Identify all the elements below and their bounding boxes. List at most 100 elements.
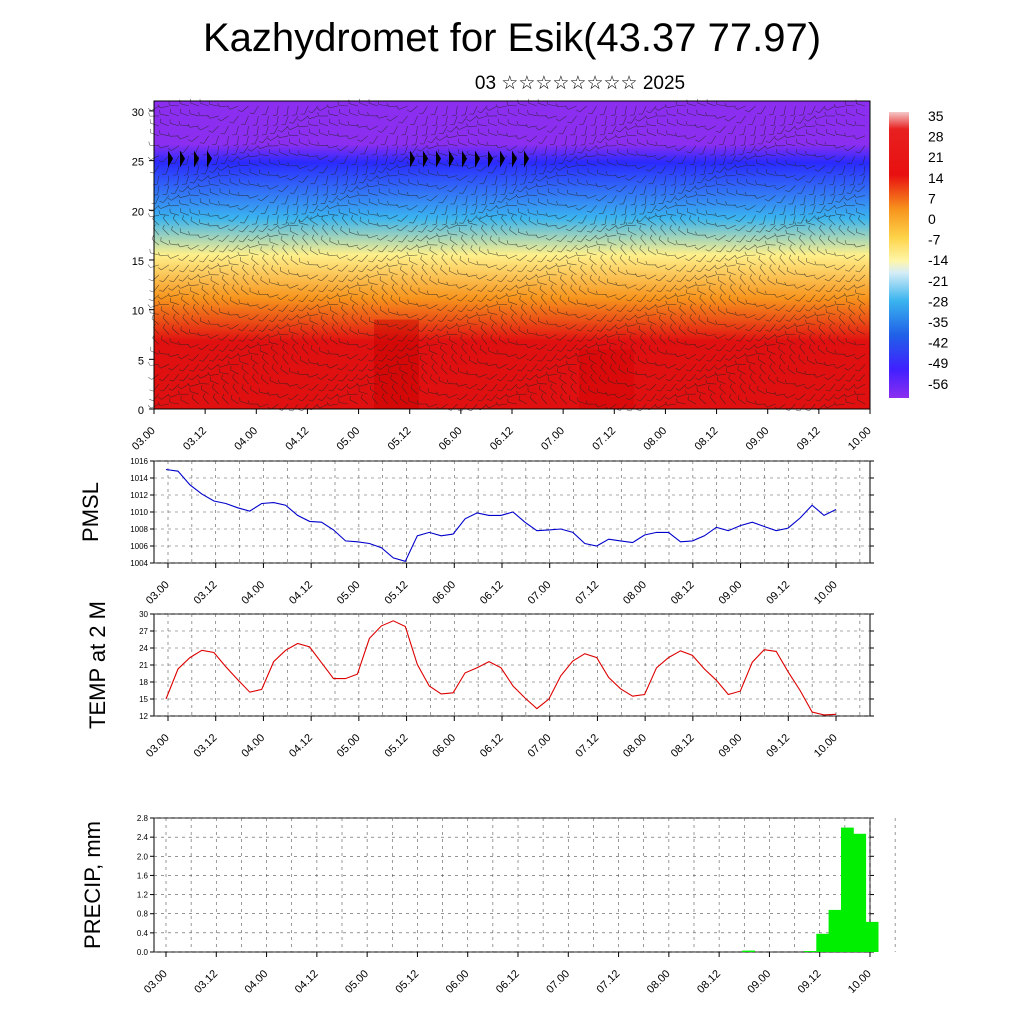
wind-barb-flag <box>724 103 728 107</box>
wind-barb <box>750 145 756 154</box>
wind-barb <box>411 234 418 243</box>
wind-barb <box>550 396 557 405</box>
wind-barb-flag <box>760 134 765 136</box>
wind-barb <box>600 367 607 375</box>
wind-barb-flag <box>764 290 767 295</box>
wind-barb <box>587 353 597 355</box>
wind-barb <box>209 115 219 119</box>
wind-barb <box>820 205 826 214</box>
wind-barb-flag <box>197 183 201 187</box>
wind-barb-flag <box>745 329 750 332</box>
wind-barb-flag <box>241 384 244 389</box>
wind-barb-flag <box>421 264 425 268</box>
wind-barb-flag <box>200 385 203 390</box>
wind-barb-flag <box>736 240 741 243</box>
wind-barb-flag <box>150 172 155 174</box>
wind-barb <box>687 330 697 335</box>
wind-barb-flag <box>725 239 730 242</box>
wind-barb <box>210 380 219 385</box>
wind-barb <box>498 254 508 257</box>
wind-barb-flag <box>744 251 747 256</box>
wind-barb <box>269 334 279 338</box>
wind-barb-flag <box>223 144 228 146</box>
wind-barb <box>594 125 597 135</box>
wind-barb-flag <box>147 405 152 409</box>
wind-barb <box>700 364 707 372</box>
wind-barb-flag <box>580 264 583 269</box>
wind-barb-flag <box>356 344 360 348</box>
wind-barb <box>740 115 746 124</box>
wind-barb <box>350 254 359 261</box>
wind-barb-flag <box>347 258 351 261</box>
wind-barb <box>160 145 169 149</box>
wind-barb-flag <box>526 231 529 236</box>
wind-barb <box>221 378 229 385</box>
wind-barb-flag <box>346 194 350 198</box>
wind-barb-flag <box>505 353 509 357</box>
wind-barb-flag <box>745 161 747 166</box>
wind-barb <box>239 400 249 405</box>
wind-barb-flag <box>724 118 729 122</box>
wind-barb-flag <box>257 290 260 295</box>
wind-barb <box>518 330 528 335</box>
wind-barb <box>789 347 796 355</box>
wind-barb <box>379 192 388 196</box>
wind-barb-flag <box>527 260 531 262</box>
wind-barb <box>250 389 259 395</box>
wind-barb <box>856 195 866 198</box>
wind-barb <box>428 145 438 149</box>
wind-barb-flag <box>298 399 303 402</box>
x-tick-label: 10.00 <box>812 732 840 760</box>
wind-barb-flag <box>746 151 751 154</box>
wind-barb <box>747 260 756 266</box>
wind-barb-flag <box>715 130 720 133</box>
wind-barb-flag <box>167 132 171 137</box>
wind-barb <box>410 344 418 351</box>
wind-barb-flag <box>716 171 721 173</box>
wind-barb-flag <box>258 150 260 155</box>
wind-barb <box>796 125 806 130</box>
wind-barb-flag <box>467 300 472 302</box>
wind-barb <box>242 334 249 342</box>
wind-barb <box>163 218 170 226</box>
wind-barb <box>847 145 856 152</box>
wind-barb-flag <box>390 274 393 279</box>
wind-barb-flag <box>576 161 578 166</box>
wind-barb <box>723 155 727 165</box>
wind-barb <box>562 125 567 135</box>
wind-barb <box>330 309 339 315</box>
wind-barb-flag <box>557 308 559 313</box>
wind-barb-flag <box>855 151 860 154</box>
wind-barb <box>739 344 746 352</box>
wind-barb-flag <box>654 156 659 161</box>
wind-barb <box>199 334 209 337</box>
wind-barb <box>500 284 508 292</box>
wind-barb <box>239 354 249 357</box>
wind-barb <box>159 254 169 257</box>
wind-barb-flag <box>157 296 162 300</box>
wind-barb <box>212 297 219 305</box>
wind-barb-flag <box>476 311 479 316</box>
wind-barb-flag <box>199 278 201 283</box>
wind-barb-flag <box>536 268 541 272</box>
wind-barb-flag <box>680 313 683 318</box>
wind-barb <box>299 133 309 137</box>
wind-barb <box>424 215 428 224</box>
wind-barb-flag <box>229 240 233 243</box>
wind-barb <box>848 328 856 335</box>
wind-barb <box>449 393 458 399</box>
wind-barb-flag <box>757 385 759 390</box>
wind-barb-flag <box>759 373 762 378</box>
wind-barb-flag <box>575 156 579 160</box>
wind-barb <box>180 112 189 117</box>
wind-barb-flag <box>585 317 590 321</box>
wind-barb <box>302 175 309 183</box>
wind-barb <box>289 324 299 327</box>
wind-barb <box>389 271 398 276</box>
wind-barb <box>708 175 716 182</box>
wind-barb-flag <box>635 273 638 277</box>
wind-barb-flag <box>764 236 768 240</box>
wind-barb <box>370 264 379 272</box>
wind-barb <box>597 173 607 176</box>
wind-barb-flag <box>227 326 232 330</box>
